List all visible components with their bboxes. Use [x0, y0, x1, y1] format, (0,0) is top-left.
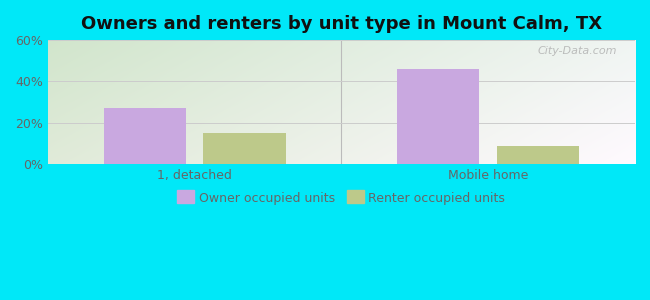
Legend: Owner occupied units, Renter occupied units: Owner occupied units, Renter occupied un… [172, 187, 510, 210]
Bar [397, 69, 480, 164]
Title: Owners and renters by unit type in Mount Calm, TX: Owners and renters by unit type in Mount… [81, 15, 602, 33]
Bar [103, 108, 186, 164]
Bar [497, 146, 579, 164]
Bar [203, 133, 285, 164]
Text: City-Data.com: City-Data.com [538, 46, 617, 56]
